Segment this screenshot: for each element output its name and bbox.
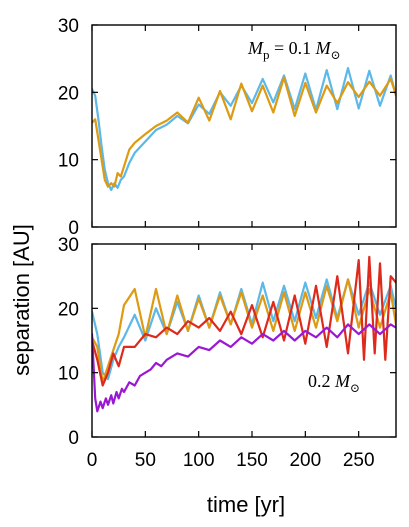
x-tick-label: 100 bbox=[183, 450, 215, 471]
x-axis-label: time [yr] bbox=[207, 492, 285, 517]
series-line-red bbox=[92, 255, 396, 387]
y-axis-label: separation [AU] bbox=[9, 224, 34, 376]
y-tick-label: 0 bbox=[68, 428, 79, 449]
series-line-purple bbox=[92, 323, 396, 413]
y-tick-label: 10 bbox=[58, 151, 79, 172]
x-tick-label: 150 bbox=[236, 450, 268, 471]
y-tick-label: 30 bbox=[58, 235, 79, 256]
mass-annotation: Mp = 0.1 M⊙ bbox=[247, 38, 341, 62]
y-tick-label: 20 bbox=[58, 83, 79, 104]
series-line-orange bbox=[92, 76, 396, 188]
y-tick-label: 0 bbox=[68, 218, 79, 239]
plot-frame bbox=[91, 243, 397, 438]
mass-annotation: 0.2 M⊙ bbox=[308, 371, 360, 395]
bottom-panel: 0 50 100 150 200 250 0 10 20 30 0.2 M⊙ bbox=[58, 235, 397, 471]
x-tick-label: 200 bbox=[289, 450, 321, 471]
y-tick-label: 20 bbox=[58, 299, 79, 320]
y-tick-label: 10 bbox=[58, 364, 79, 385]
series-line-orange bbox=[92, 278, 396, 384]
x-tick-label: 0 bbox=[87, 450, 98, 471]
top-panel: 0 10 20 30 Mp = 0.1 M⊙ bbox=[58, 16, 397, 239]
plot-frame bbox=[91, 24, 397, 228]
x-tick-label: 250 bbox=[343, 450, 375, 471]
y-tick-label: 30 bbox=[58, 16, 79, 37]
x-tick-label: 50 bbox=[135, 450, 156, 471]
